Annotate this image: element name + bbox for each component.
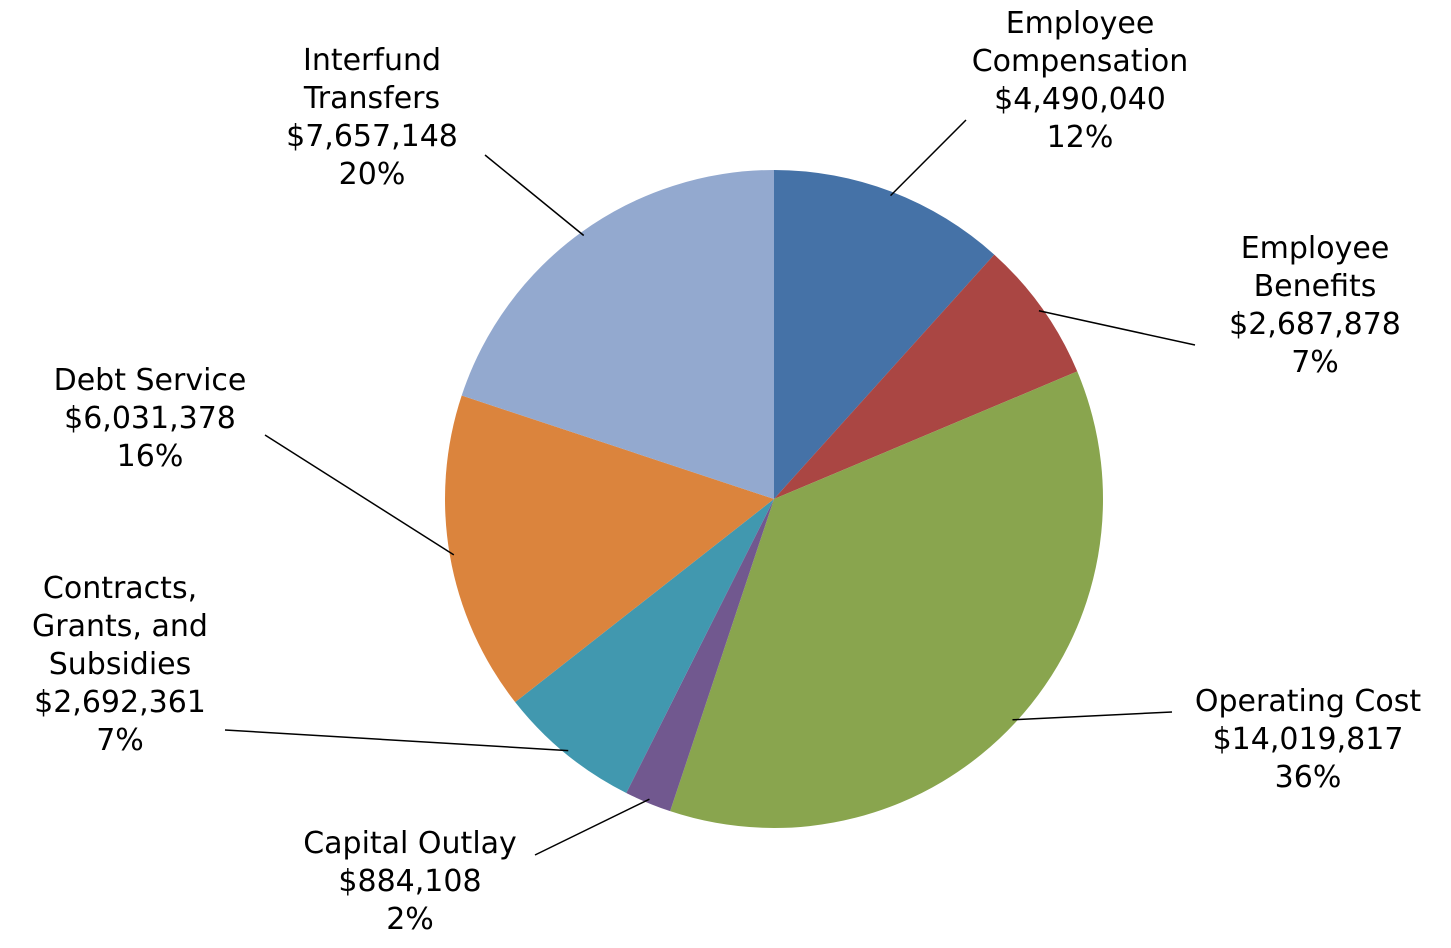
slice-name: Operating Cost <box>1194 684 1422 719</box>
leader-line <box>1012 711 1173 721</box>
data-label: 16% <box>116 439 184 474</box>
data-label: $7,657,148 <box>286 119 458 154</box>
data-label: 7% <box>1291 345 1339 380</box>
data-label: $2,692,361 <box>34 685 206 720</box>
data-label: 20% <box>338 157 406 192</box>
slice-name: Capital Outlay <box>303 826 517 861</box>
pie-slice <box>774 254 1078 499</box>
pie-slice <box>626 499 774 812</box>
data-label: $6,031,378 <box>64 401 236 436</box>
pie-slice <box>461 170 774 499</box>
data-label: $2,687,878 <box>1229 307 1401 342</box>
data-label: $14,019,817 <box>1212 722 1404 757</box>
slice-name: Contracts, Grants, and Subsidies <box>32 571 208 682</box>
leader-line <box>484 154 585 237</box>
leader-line <box>534 798 650 856</box>
data-label: 2% <box>386 902 434 937</box>
slice-label: Debt Service $6,031,378 16% <box>20 362 280 476</box>
leader-line <box>224 729 569 752</box>
slice-name: Employee Benefits <box>1240 231 1390 304</box>
slice-label: Operating Cost $14,019,817 36% <box>1163 683 1451 797</box>
slice-name: Employee Compensation <box>971 6 1189 79</box>
leader-line <box>1038 310 1196 346</box>
leader-line <box>890 119 967 197</box>
slice-label: Employee Compensation $4,490,040 12% <box>945 5 1215 157</box>
slice-label: Capital Outlay $884,108 2% <box>275 825 545 939</box>
pie-slice <box>445 395 774 703</box>
slice-label: Interfund Transfers $7,657,148 20% <box>267 42 477 194</box>
pie-slice <box>515 499 774 793</box>
slice-label: Employee Benefits $2,687,878 7% <box>1210 230 1420 382</box>
slice-name: Interfund Transfers <box>302 43 442 116</box>
data-label: $884,108 <box>338 864 482 899</box>
slice-label: Contracts, Grants, and Subsidies $2,692,3… <box>10 570 230 760</box>
slice-name: Debt Service <box>53 363 247 398</box>
data-label: 36% <box>1274 760 1342 795</box>
pie-slice <box>670 371 1103 828</box>
data-label: 12% <box>1046 120 1114 155</box>
pie-slice <box>774 170 995 499</box>
leader-line <box>264 434 455 556</box>
data-label: $4,490,040 <box>994 82 1166 117</box>
data-label: 7% <box>96 723 144 758</box>
